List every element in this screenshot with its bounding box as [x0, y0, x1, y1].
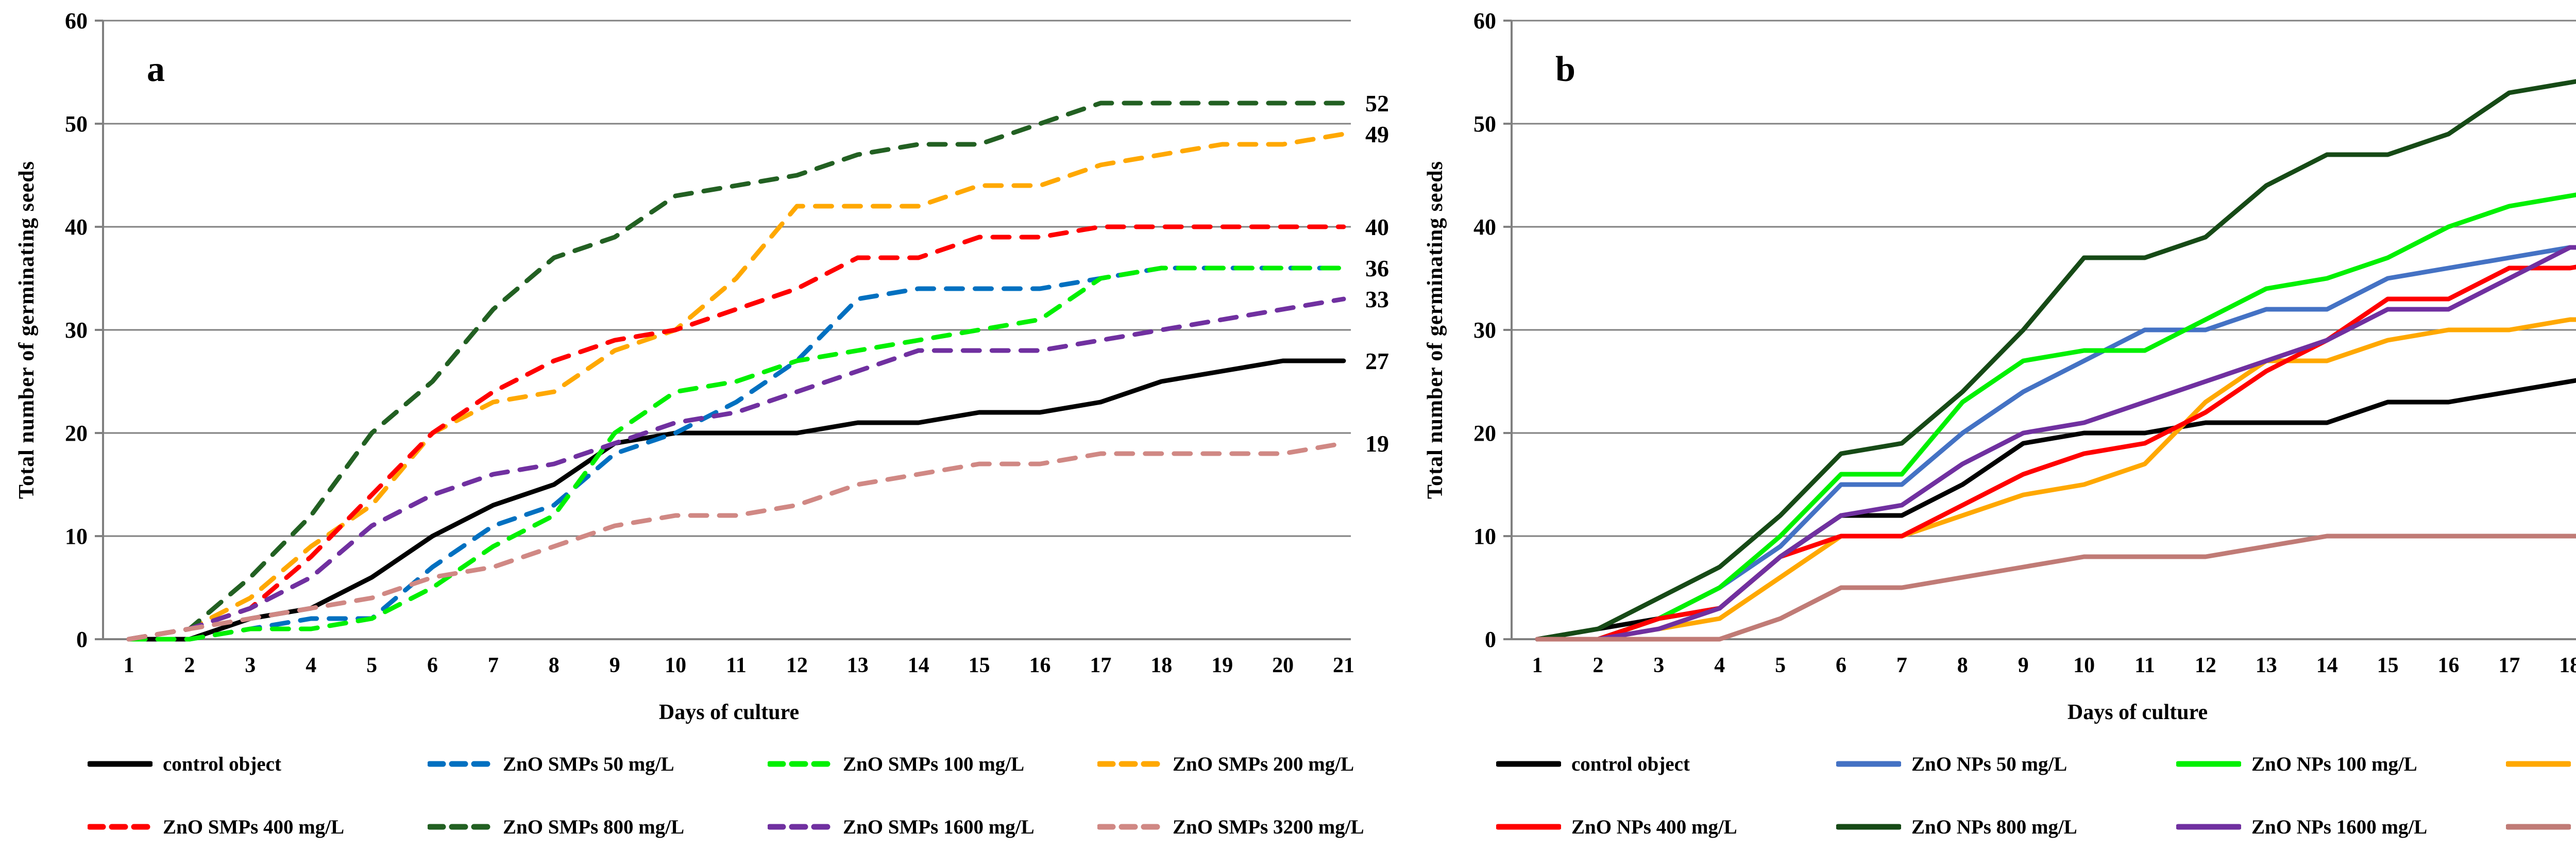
x-tick-label-16: 16 [2438, 654, 2460, 677]
x-tick-label-18: 18 [2559, 654, 2576, 677]
series-line-zno-smps-100-mg-l [126, 265, 1346, 642]
x-tick-label-7: 7 [488, 654, 499, 677]
x-tick-label-3: 3 [1653, 654, 1664, 677]
end-label-27: 27 [1365, 348, 1389, 374]
x-tick-label-12: 12 [2195, 654, 2216, 677]
x-tick-label-5: 5 [1775, 654, 1786, 677]
y-tick-label-50: 50 [65, 111, 88, 137]
x-tick-label-10: 10 [665, 654, 686, 677]
x-tick-label-19: 19 [1211, 654, 1233, 677]
x-tick-label-4: 4 [1714, 654, 1725, 677]
x-tick-label-8: 8 [549, 654, 560, 677]
x-tick-label-9: 9 [609, 654, 620, 677]
x-tick-label-6: 6 [1836, 654, 1846, 677]
y-tick-label-60: 60 [65, 8, 88, 34]
y-tick-label-10: 10 [1473, 524, 1496, 549]
y-tick-label-10: 10 [65, 524, 88, 549]
series-line-zno-smps-3200-mg-l [126, 441, 1346, 642]
y-axis-title-b: Total number of germinating seeds [1423, 160, 1447, 500]
series-line-zno-smps-800-mg-l [126, 101, 1346, 642]
series-line-zno-smps-200-mg-l [126, 131, 1346, 642]
x-tick-label-21: 21 [1333, 654, 1354, 677]
x-tick-label-4: 4 [306, 654, 316, 677]
series-line-zno-nps-1600-mg-l [1535, 245, 2576, 642]
x-axis-title-a: Days of culture [658, 701, 800, 724]
series-line-zno-nps-100-mg-l [1535, 192, 2576, 642]
x-tick-label-3: 3 [245, 654, 256, 677]
y-tick-label-30: 30 [65, 318, 88, 343]
x-tick-label-17: 17 [1090, 654, 1111, 677]
x-tick-label-2: 2 [184, 654, 195, 677]
x-tick-label-14: 14 [908, 654, 929, 677]
y-tick-label-20: 20 [1473, 421, 1496, 446]
panel-a-letter: a [147, 49, 165, 89]
series-line-zno-smps-1600-mg-l [126, 296, 1346, 642]
x-tick-label-9: 9 [2018, 654, 2029, 677]
x-tick-label-18: 18 [1150, 654, 1172, 677]
x-axis-title-b: Days of culture [2067, 701, 2208, 724]
x-tick-label-2: 2 [1592, 654, 1603, 677]
x-tick-label-16: 16 [1029, 654, 1051, 677]
series-line-zno-smps-400-mg-l [126, 224, 1346, 642]
y-tick-label-40: 40 [65, 214, 88, 240]
end-label-19: 19 [1365, 430, 1389, 457]
series-line-zno-nps-50-mg-l [1535, 245, 2576, 642]
series-line-zno-nps-800-mg-l [1535, 79, 2576, 642]
y-tick-label-30: 30 [1473, 318, 1496, 343]
y-tick-label-40: 40 [1473, 214, 1496, 240]
end-label-36: 36 [1365, 255, 1389, 281]
x-tick-label-14: 14 [2316, 654, 2338, 677]
y-tick-label-0: 0 [1485, 627, 1496, 652]
x-tick-label-1: 1 [1532, 654, 1543, 677]
x-tick-label-17: 17 [2498, 654, 2520, 677]
y-tick-label-50: 50 [1473, 111, 1496, 137]
end-label-52: 52 [1365, 90, 1389, 116]
series-line-zno-smps-50-mg-l [126, 265, 1346, 642]
x-tick-label-10: 10 [2073, 654, 2095, 677]
end-label-49: 49 [1365, 121, 1389, 147]
x-tick-label-8: 8 [1957, 654, 1968, 677]
x-tick-label-13: 13 [2256, 654, 2277, 677]
end-label-33: 33 [1365, 286, 1389, 312]
panel-b: 0 10 20 30 40 50 60 1 2 3 4 5 6 7 8 9 10 11 12 13 14 15 16 17 18… [1409, 0, 2576, 849]
x-tick-label-15: 15 [969, 654, 990, 677]
x-tick-label-15: 15 [2377, 654, 2399, 677]
x-tick-label-6: 6 [427, 654, 438, 677]
x-tick-label-11: 11 [2134, 654, 2155, 677]
y-axis-title-a: Total number of germinating seeds [15, 160, 39, 500]
x-tick-label-13: 13 [847, 654, 869, 677]
panel-a: 0 10 20 30 40 50 60 1 2 3 4 5 6 7 8 9 10 11 12 13 14 15 16 17 18… [15, 8, 1389, 838]
x-tick-label-7: 7 [1896, 654, 1907, 677]
series-line-control-object [1535, 378, 2576, 642]
x-tick-label-12: 12 [786, 654, 808, 677]
y-tick-label-20: 20 [65, 421, 88, 446]
y-tick-label-0: 0 [76, 627, 88, 652]
end-label-40: 40 [1365, 214, 1389, 240]
series-line-zno-nps-3200-mg-l [1535, 534, 2576, 642]
x-tick-label-11: 11 [726, 654, 747, 677]
panel-b-letter: b [1555, 49, 1575, 89]
x-tick-label-5: 5 [366, 654, 377, 677]
series-line-zno-nps-200-mg-l [1535, 317, 2576, 642]
y-tick-label-60: 60 [1473, 8, 1496, 34]
x-tick-label-1: 1 [124, 654, 134, 677]
series-line-control-object [126, 358, 1346, 642]
x-tick-label-20: 20 [1272, 654, 1294, 677]
